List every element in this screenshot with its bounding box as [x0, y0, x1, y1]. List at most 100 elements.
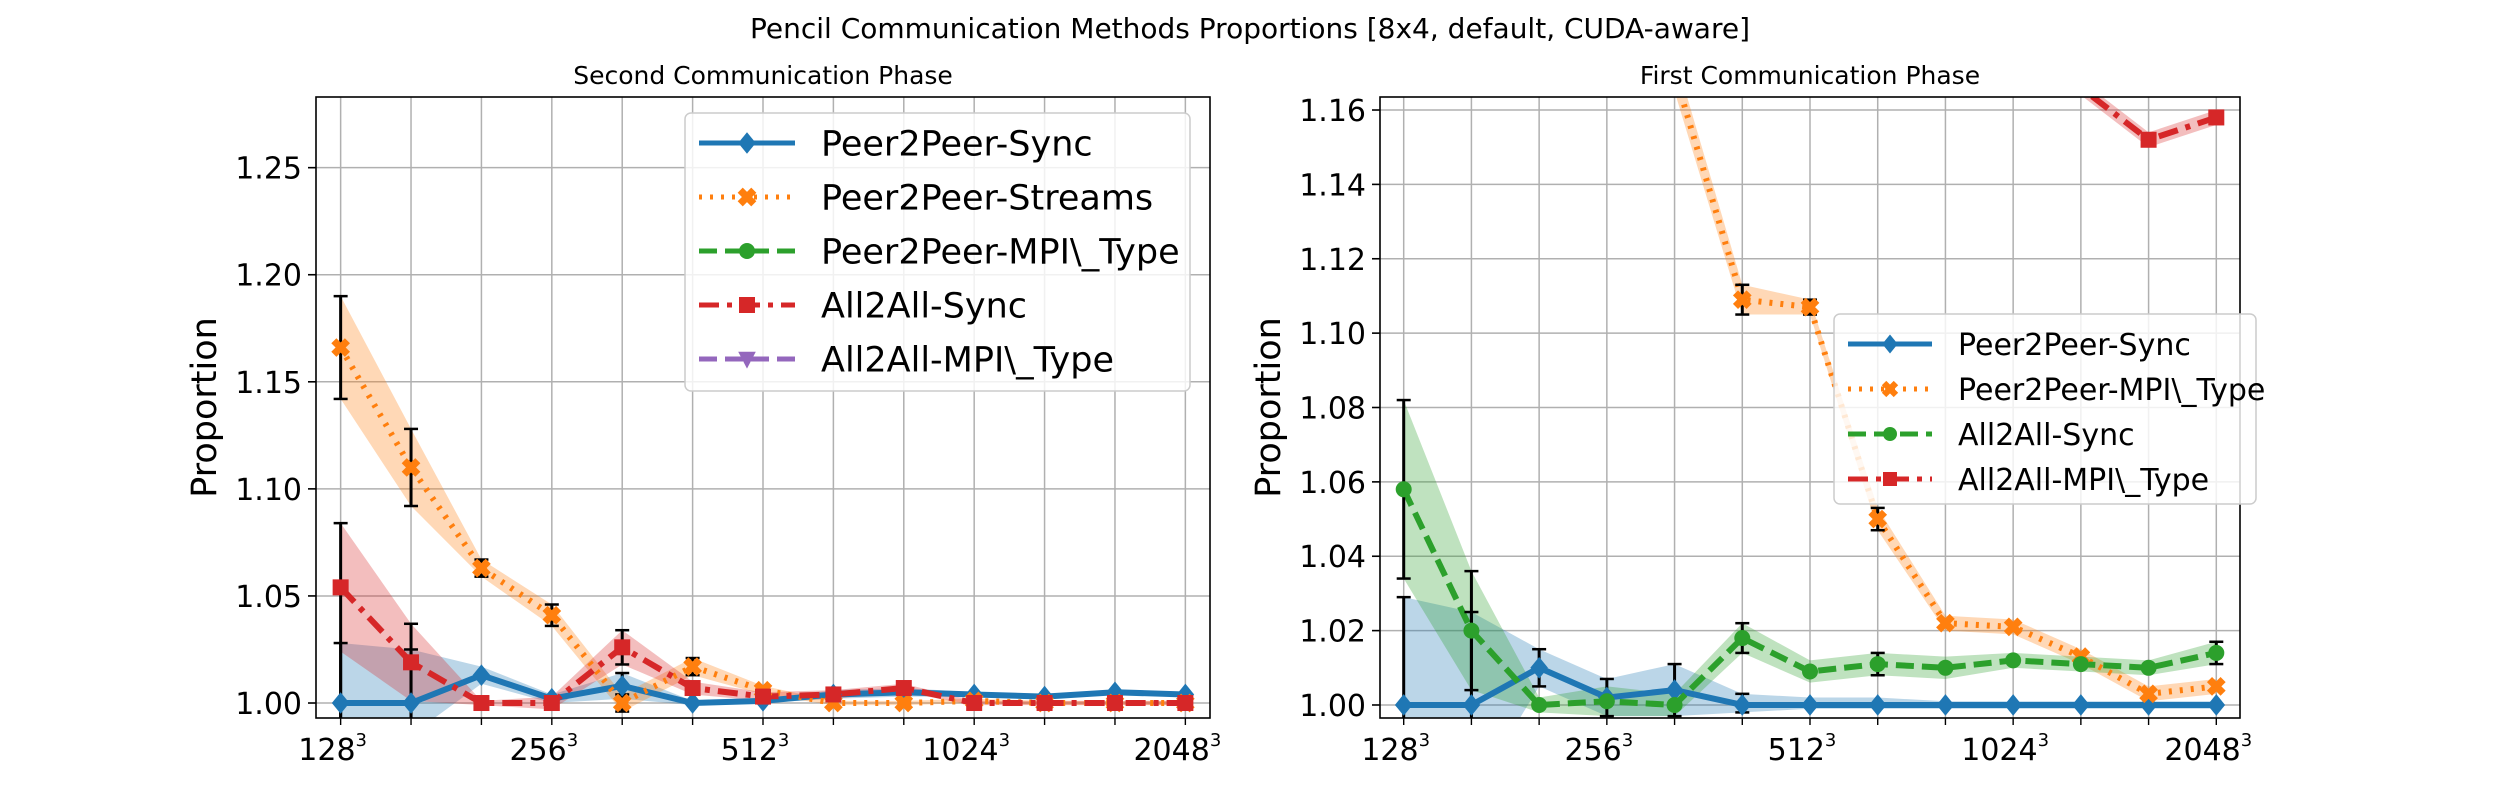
data-point: [473, 695, 490, 712]
y-tick-label: 1.14: [1299, 168, 1366, 203]
data-point: [1036, 695, 1053, 712]
data-point: [2005, 76, 2021, 92]
legend-marker: [1883, 472, 1897, 486]
data-point: [825, 686, 842, 703]
data-point: [614, 639, 631, 656]
data-point: [2072, 656, 2089, 673]
y-tick-label: 1.00: [235, 687, 302, 722]
legend-label: All2All-Sync: [821, 287, 1027, 327]
y-tick-label: 1.06: [1299, 466, 1366, 501]
legend-marker: [1882, 334, 1898, 354]
y-axis-label: Proportion: [1249, 317, 1289, 498]
data-point: [613, 675, 632, 697]
data-point: [331, 692, 350, 714]
legend-marker: [738, 351, 756, 369]
data-point: [1395, 481, 1412, 498]
data-point: [683, 692, 702, 714]
x-tick-label: 5123: [1768, 730, 1837, 768]
y-axis-label: Proportion: [185, 317, 225, 498]
plot-area: [1394, 76, 2226, 718]
axes-title: First Communication Phase: [1640, 61, 1980, 90]
y-tick-label: 1.02: [1299, 615, 1366, 650]
legend-label: Peer2Peer-Sync: [1958, 328, 2191, 363]
legend-label: All2All-Sync: [1958, 418, 2135, 453]
legend-label: All2All-MPI\_Type: [1958, 463, 2209, 498]
data-point: [331, 338, 350, 357]
x-tick-label: 1283: [298, 730, 367, 768]
data-point: [2005, 652, 2022, 669]
legend-label: Peer2Peer-MPI\_Type: [1958, 373, 2265, 408]
data-point: [1463, 622, 1480, 639]
data-point: [1936, 694, 1955, 716]
legend-marker: [1883, 427, 1897, 441]
x-tick-label: 20483: [1133, 730, 1221, 768]
data-point: [2140, 131, 2157, 148]
y-tick-label: 1.15: [235, 366, 302, 401]
legend-box: [1833, 313, 2257, 505]
data-point: [2140, 659, 2157, 676]
x-tick-label: 2563: [509, 730, 578, 768]
legend-marker: [739, 297, 755, 313]
y-tick-label: 1.08: [1299, 392, 1366, 427]
data-point: [2004, 694, 2022, 716]
data-point: [1937, 659, 1954, 676]
x-tick-label: 2563: [1564, 730, 1633, 768]
y-tick-label: 1.04: [1299, 540, 1366, 575]
y-tick-label: 1.25: [235, 152, 302, 187]
legend-label: Peer2Peer-Sync: [821, 125, 1093, 165]
data-point: [2207, 694, 2226, 716]
confidence-band: [2083, 97, 2217, 148]
data-point: [1106, 695, 1123, 712]
data-point: [1732, 290, 1752, 310]
legend-marker: [737, 187, 757, 207]
data-point: [403, 654, 420, 671]
series-line: [2088, 97, 2218, 143]
data-point: [402, 692, 420, 714]
plot-area: [331, 294, 1195, 718]
data-point: [1665, 679, 1684, 701]
data-point: [2073, 80, 2089, 96]
data-point: [1462, 694, 1481, 716]
legend-label: Peer2Peer-Streams: [821, 179, 1153, 219]
data-point: [1800, 297, 1820, 317]
data-point: [1666, 696, 1683, 713]
data-point: [1598, 693, 1615, 710]
x-tick-label: 1283: [1361, 730, 1430, 768]
legend-marker: [739, 243, 755, 259]
data-point: [683, 657, 702, 676]
y-tick-label: 1.00: [1299, 689, 1366, 724]
legend-label: Peer2Peer-MPI\_Type: [821, 233, 1180, 273]
legend: Peer2Peer-Sync Peer2Peer-Streams Peer2Peer…: [684, 112, 1191, 392]
data-point: [1868, 509, 1888, 529]
data-point: [332, 579, 349, 596]
data-point: [2208, 109, 2225, 126]
panel-second-phase: 1.00 1.05 1.10 1.15 1.20 1.25 1283 2563 5123 1024…: [185, 61, 1221, 768]
data-point: [895, 680, 912, 697]
data-point: [894, 693, 914, 713]
y-tick-label: 1.10: [1299, 317, 1366, 352]
y-tick-label: 1.20: [235, 259, 302, 294]
data-point: [1936, 613, 1955, 633]
data-point: [472, 558, 491, 578]
data-point: [2072, 694, 2090, 716]
data-point: [1733, 694, 1752, 716]
data-point: [1801, 694, 1819, 716]
x-tick-label: 20483: [2164, 730, 2252, 768]
data-point: [755, 688, 771, 705]
y-tick-label: 1.10: [235, 473, 302, 508]
legend-marker: [738, 132, 756, 154]
data-point: [2003, 617, 2023, 637]
data-point: [2206, 677, 2226, 696]
data-point: [472, 664, 491, 686]
confidence-band: [340, 523, 1186, 710]
data-point: [1530, 656, 1548, 679]
data-point: [966, 695, 983, 712]
legend-marker: [1881, 380, 1899, 398]
axes-title: Second Communication Phase: [573, 61, 953, 90]
legend: Peer2Peer-Sync Peer2Peer-MPI\_Type All2All…: [1833, 313, 2265, 505]
y-tick-label: 1.16: [1299, 94, 1366, 129]
figure-suptitle: Pencil Communication Methods Proportions…: [750, 12, 1750, 45]
data-point: [401, 458, 421, 477]
y-tick-label: 1.05: [235, 580, 302, 615]
